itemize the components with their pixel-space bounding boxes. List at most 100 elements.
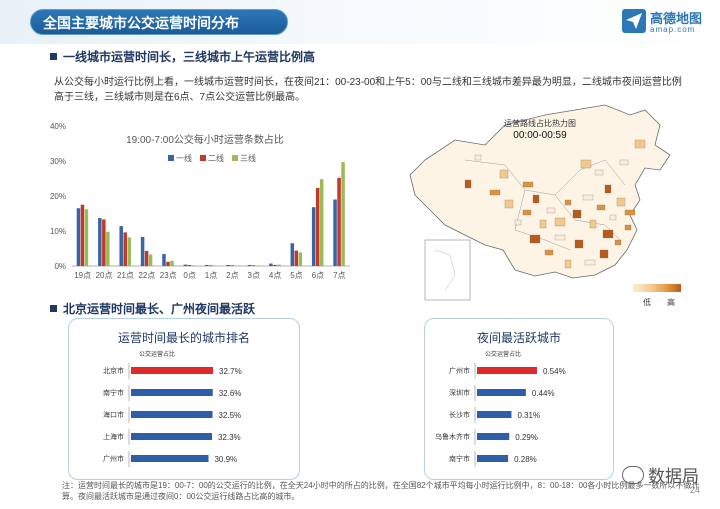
heat-spot [546, 207, 556, 214]
heat-spot [584, 259, 596, 266]
rank-bar [131, 433, 212, 440]
heat-spot [604, 184, 612, 194]
china-heatmap: 运营路线占比热力图 00:00-00:59 低 高 [405, 100, 690, 310]
city-label: 北京市 [103, 366, 124, 375]
y-tick-label: 30% [50, 157, 66, 166]
x-tick-label: 23点 [160, 271, 177, 280]
city-label: 广州市 [449, 366, 470, 375]
heat-spot [619, 159, 629, 166]
watermark: 数据局 [622, 462, 699, 487]
legend-high: 高 [667, 297, 675, 307]
heat-spot [529, 234, 541, 244]
bar-三线-4点 [277, 264, 281, 266]
rank-bar [131, 455, 209, 462]
legend-swatch [200, 155, 206, 161]
heat-spot [522, 209, 532, 216]
rank-bar [477, 367, 537, 374]
x-tick-label: 1点 [205, 271, 217, 280]
x-tick-label: 20点 [96, 271, 113, 280]
y-tick-label: 0% [54, 262, 66, 271]
hourly-chart-svg: 0% 10% 20% 30% 40% 19点 20点 21点 22点 23点 0点 1点 2点 3点 4点 5… [50, 122, 350, 280]
heat-legend-bar [633, 284, 681, 292]
rank-bar [131, 411, 213, 418]
map-time: 00:00-00:59 [513, 130, 567, 141]
city-label: 广州市 [103, 454, 124, 463]
panel-title: 运营时间最长的城市排名 [117, 331, 250, 345]
value-label: 32.3% [218, 433, 241, 442]
header-bar: 全国主要城市公交运营时间分布 高德地图 amap.com [0, 0, 720, 44]
legend-low: 低 [643, 297, 651, 307]
legend-swatch [168, 155, 174, 161]
heat-spot [599, 249, 609, 259]
bullet-square-icon [50, 53, 57, 60]
heat-spot [489, 189, 501, 196]
legend-label: 三线 [240, 153, 256, 163]
china-map-svg: 运营路线占比热力图 00:00-00:59 低 高 [409, 104, 681, 307]
x-tick-label: 22点 [138, 271, 155, 280]
amap-logo[interactable]: 高德地图 amap.com [622, 6, 712, 38]
heat-spot [504, 199, 514, 209]
bar-二线-5点 [294, 250, 299, 266]
longest-operating-panel: 运营时间最长的城市排名 公交运营占比 北京市 32.7% 南宁市 32.6% 海口市 32.… [68, 318, 300, 480]
x-tick-label: 21点 [117, 271, 134, 280]
section-heading-1: 一线城市运营时间长，三线城市上午运营比例高 [50, 48, 315, 65]
value-label: 0.54% [543, 367, 566, 376]
wechat-icon [622, 466, 644, 484]
bar-三线-19点 [84, 209, 89, 266]
bar-一线-21点 [119, 226, 123, 266]
x-tick-label: 3点 [248, 271, 260, 280]
heat-spot [474, 154, 482, 161]
logo-text: 高德地图 [650, 11, 703, 26]
bar-三线-6点 [319, 179, 324, 266]
heat-spot [522, 181, 534, 188]
bar-二线-23点 [166, 261, 170, 266]
city-label: 海口市 [103, 410, 124, 419]
value-header: 公交运营占比 [139, 350, 175, 358]
bar-二线-1点 [209, 265, 213, 266]
panel-title: 夜间最活跃城市 [476, 331, 561, 345]
bar-二线-2点 [230, 265, 234, 266]
bar-二线-22点 [144, 250, 149, 266]
value-label: 0.28% [514, 455, 537, 464]
bar-一线-2点 [226, 264, 230, 266]
heat-spot [580, 159, 592, 169]
bar-一线-3点 [247, 264, 252, 266]
rank-bar [477, 433, 510, 440]
heat-spot [544, 249, 554, 256]
city-label: 长沙市 [449, 410, 470, 419]
heat-spot [634, 139, 646, 149]
bar-三线-2点 [234, 265, 238, 267]
y-tick-label: 40% [50, 122, 66, 131]
y-tick-label: 20% [50, 192, 66, 201]
map-title: 运营路线占比热力图 [504, 118, 576, 128]
x-tick-label: 7点 [333, 271, 345, 280]
city-label: 南宁市 [449, 454, 470, 463]
bar-二线-0点 [187, 264, 192, 266]
bar-一线-23点 [162, 254, 166, 266]
bar-三线-21点 [127, 237, 131, 266]
rank-bar [477, 455, 509, 462]
page-number: 24 [690, 485, 701, 495]
x-tick-label: 5点 [290, 271, 302, 280]
x-tick-label: 2点 [226, 271, 238, 280]
bar-一线-7点 [333, 199, 337, 266]
heat-spot [532, 194, 540, 204]
legend-label: 一线 [176, 153, 192, 163]
x-tick-label: 4点 [269, 271, 281, 280]
heat-spot [499, 169, 509, 179]
bar-一线-4点 [269, 263, 273, 266]
heat-spot [624, 209, 636, 216]
heat-spot [602, 229, 614, 239]
bar-一线-19点 [76, 208, 81, 266]
heat-spot [589, 219, 597, 229]
heat-spot [554, 234, 566, 241]
heat-spot [514, 219, 522, 226]
paper-plane-icon [622, 9, 646, 33]
bar-三线-3点 [255, 265, 260, 267]
logo-domain: amap.com [650, 25, 696, 34]
heat-spot [554, 217, 566, 227]
bar-二线-4点 [273, 264, 277, 266]
legend-swatch [232, 155, 238, 161]
summary-paragraph: 从公交每小时运行比例上看，一线城市运营时间长，在夜间21：00-23-00和上午… [54, 77, 682, 103]
